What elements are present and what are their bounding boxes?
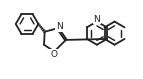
Text: N: N [56, 22, 63, 31]
Text: O: O [50, 50, 57, 59]
Text: N: N [94, 15, 100, 24]
